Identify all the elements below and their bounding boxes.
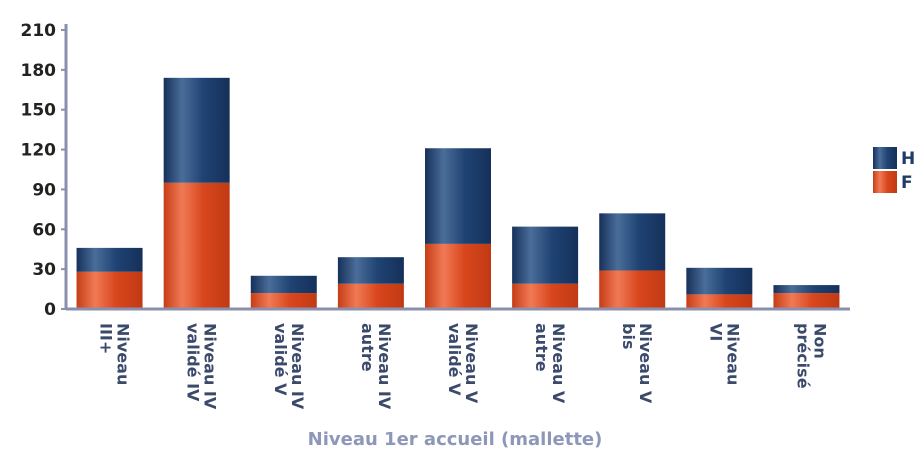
bar-f-6 — [512, 283, 579, 309]
y-tick-label: 120 — [21, 141, 57, 161]
y-tick-label: 60 — [32, 220, 56, 240]
x-tick-label-text: Niveau Vautre — [532, 323, 568, 404]
bar-h-9 — [773, 285, 840, 294]
x-tick-label-text: Niveau IVautre — [358, 323, 394, 410]
legend-swatch-f — [873, 171, 897, 193]
bar-h-2 — [163, 77, 230, 183]
bar-f-3 — [250, 293, 317, 309]
y-tick-label: 150 — [21, 101, 57, 121]
legend-swatch-h — [873, 147, 897, 169]
bar-h-7 — [599, 213, 666, 271]
bar-h-8 — [686, 267, 753, 295]
x-tick-label: Niveau IVvalidé V — [271, 323, 307, 410]
bar-h-5 — [425, 148, 491, 244]
bar-f-8 — [686, 294, 753, 309]
bar-h-3 — [250, 275, 317, 294]
y-tick-label: 30 — [32, 260, 56, 280]
x-tick-label-text: Niveau Vvalidé V — [445, 323, 481, 404]
x-tick-label: Niveau Vvalidé V — [445, 323, 481, 404]
x-tick-label-text: Niveau IVvalidé V — [271, 323, 307, 410]
x-tick-label: Niveau Vautre — [532, 323, 568, 404]
x-tick-label: Nonprécisé — [793, 323, 829, 389]
legend-label-h: H — [901, 149, 915, 169]
x-tick-label-text: Niveau IVvalidé IV — [184, 323, 220, 410]
x-tick-label: NiveauIII+ — [97, 323, 133, 385]
bar-f-7 — [599, 270, 666, 309]
bar-f-2 — [163, 182, 230, 309]
y-tick-label: 180 — [21, 61, 57, 81]
x-tick-label-text: NiveauIII+ — [97, 323, 133, 385]
x-tick-label: NiveauVI — [706, 323, 742, 385]
x-tick-label-text: Niveau Vbis — [619, 323, 655, 404]
bar-f-9 — [773, 293, 840, 309]
x-axis: NiveauIII+ Niveau IVvalidé IV Niveau IVval… — [66, 307, 850, 410]
y-tick-label: 0 — [44, 300, 56, 320]
bar-f-4 — [337, 283, 404, 309]
x-axis-title: Niveau 1er accueil (mallette) — [308, 429, 603, 450]
bar-f-1 — [76, 271, 143, 309]
bar-h-6 — [512, 226, 579, 284]
x-tick-label: Niveau IVvalidé IV — [184, 323, 220, 410]
bar-h-4 — [337, 257, 404, 284]
legend-label-f: F — [901, 173, 913, 193]
legend: HF — [873, 147, 915, 193]
x-tick-label: Niveau IVautre — [358, 323, 394, 410]
y-tick-label: 90 — [32, 180, 56, 200]
y-axis: 0 30 60 90 120 150 180 210 — [21, 21, 68, 320]
x-tick-label: Niveau Vbis — [619, 323, 655, 404]
bar-h-1 — [76, 247, 143, 272]
x-tick-label-text: Nonprécisé — [793, 323, 829, 389]
bar-f-5 — [425, 243, 491, 309]
y-tick-label: 210 — [21, 21, 57, 41]
x-tick-label-text: NiveauVI — [706, 323, 742, 385]
bars — [76, 77, 840, 309]
